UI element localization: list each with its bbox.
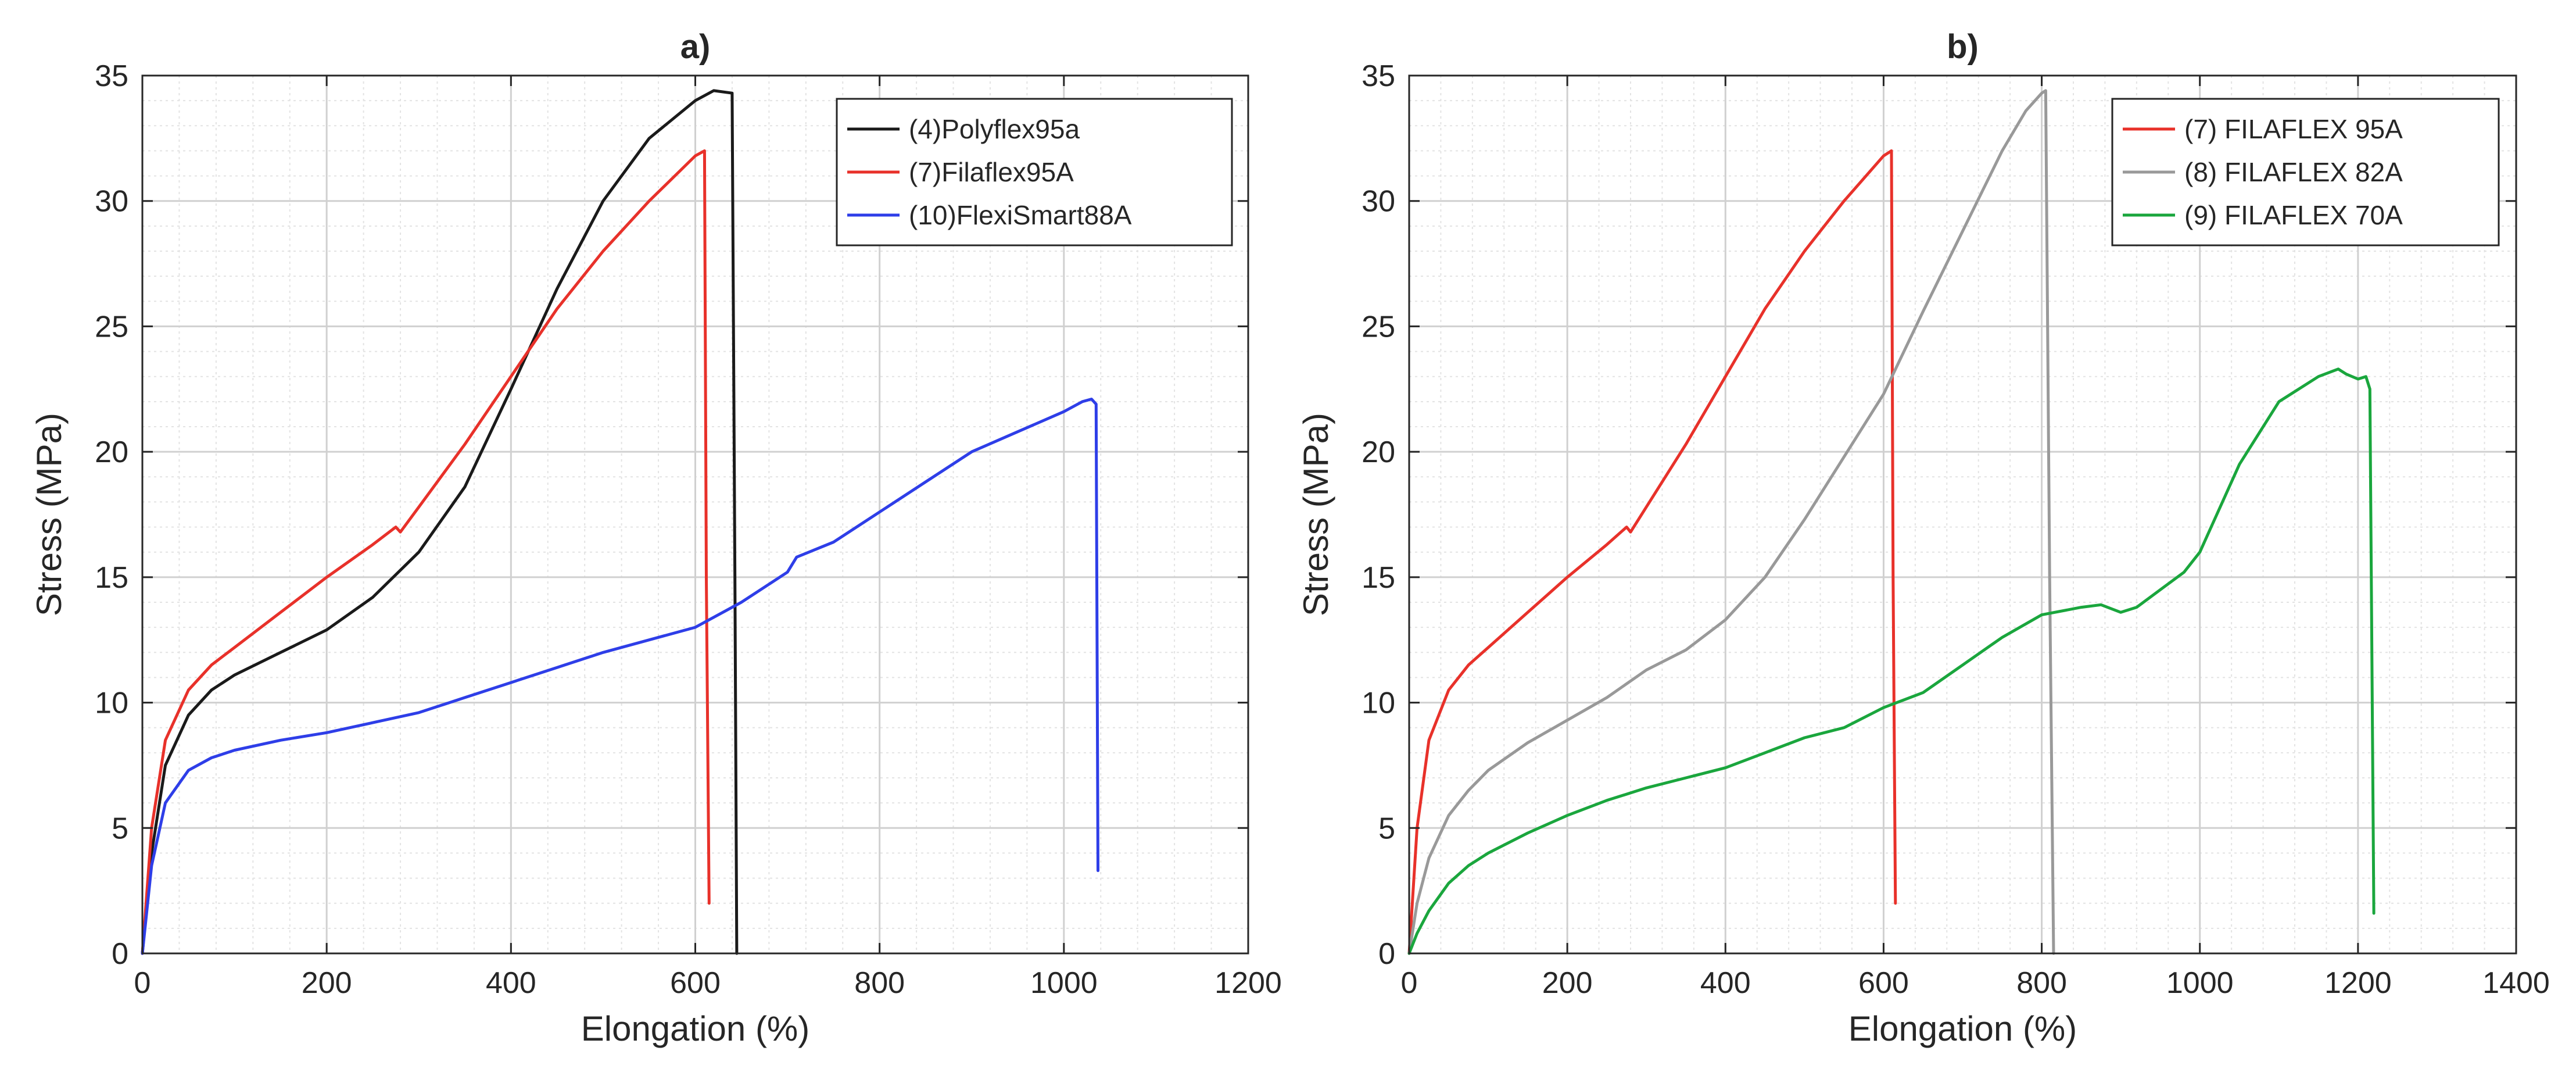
axes-box [1408,74,2517,955]
legend-label: (9) FILAFLEX 70A [2184,200,2403,230]
x-tick-label: 0 [1401,966,1418,1000]
y-tick-label: 0 [1378,937,1395,971]
series-line-2 [141,398,1099,955]
legend-label: (8) FILAFLEX 82A [2184,157,2403,187]
x-tick-label: 1000 [1030,966,1098,1000]
y-tick-label: 30 [1362,185,1395,219]
legend-label: (7)Filaflex95A [909,157,1074,187]
x-tick-label: 400 [486,966,536,1000]
y-tick-label: 25 [1362,310,1395,344]
legend-label: (10)FlexiSmart88A [909,200,1132,230]
y-tick-label: 25 [95,310,128,344]
y-axis-label: Stress (MPa) [30,413,69,616]
series-line-0 [141,89,739,955]
y-tick-label: 20 [95,435,128,469]
y-axis-label: Stress (MPa) [1296,413,1335,616]
legend: (4)Polyflex95a (7)Filaflex95A (10)FlexiSma… [836,98,1233,246]
x-tick-label: 0 [134,966,151,1000]
y-tick-label: 0 [112,937,128,971]
y-tick-label: 30 [95,185,128,219]
y-tick-label: 35 [95,59,128,93]
x-axis-label: Elongation (%) [581,1009,810,1048]
y-tick-label: 35 [1362,59,1395,93]
x-tick-label: 600 [670,966,721,1000]
legend-box [836,98,1233,246]
x-tick-label: 800 [854,966,905,1000]
chart-title: a) [680,28,711,66]
series-line-2 [1407,367,2376,955]
x-tick-label: 1000 [2166,966,2234,1000]
y-tick-label: 5 [1378,812,1395,845]
y-tick-label: 15 [1362,561,1395,595]
legend-box [2111,98,2500,246]
chart-title: b) [1947,28,1979,66]
x-tick-label: 800 [2016,966,2067,1000]
y-tick-label: 10 [95,687,128,720]
y-tick-label: 20 [1362,435,1395,469]
legend: (7) FILAFLEX 95A (8) FILAFLEX 82A (9) FILA… [2111,98,2500,246]
series-line-1 [1407,89,2055,955]
panel-a: 0 200 400 600 800 1000 1200 0 5 10 15 20 25 30 35 a) Elo… [30,28,1282,1048]
legend-label: (7) FILAFLEX 95A [2184,114,2403,144]
x-tick-label: 600 [1858,966,1909,1000]
y-tick-label: 15 [95,561,128,595]
x-axis-label: Elongation (%) [1848,1009,2077,1048]
series-line-0 [1407,149,1897,955]
x-tick-label: 1200 [2324,966,2392,1000]
x-tick-label: 1200 [1214,966,1282,1000]
y-tick-label: 10 [1362,687,1395,720]
legend-label: (4)Polyflex95a [909,114,1080,144]
x-tick-label: 200 [1542,966,1593,1000]
panel-b: 0 200 400 600 800 1000 1200 1400 0 5 10 15 20 25 30 35 b… [1296,28,2550,1048]
x-tick-label: 400 [1700,966,1751,1000]
x-tick-label: 200 [302,966,352,1000]
y-tick-label: 5 [112,812,128,845]
x-tick-label: 1400 [2482,966,2550,1000]
series-line-1 [141,149,711,955]
